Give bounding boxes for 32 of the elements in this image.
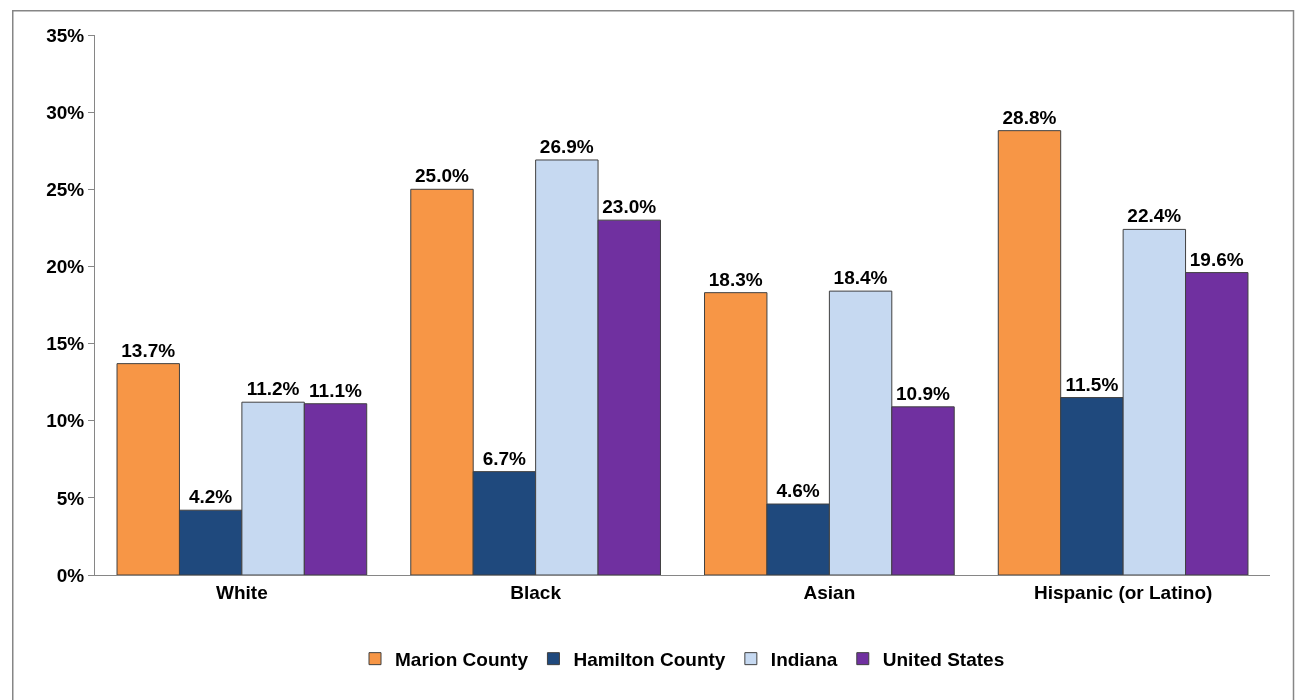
data-label: 22.4% <box>1127 205 1182 227</box>
y-tick-label: 5% <box>56 487 85 509</box>
data-label: 10.9% <box>896 382 950 404</box>
data-label: 4.2% <box>188 486 233 508</box>
legend-label: Marion County <box>395 649 529 671</box>
legend-label: United States <box>882 649 1005 671</box>
y-tick-label: 25% <box>46 178 85 200</box>
y-tick-label: 0% <box>56 564 85 586</box>
y-tick-label: 35% <box>46 24 85 46</box>
data-label: 11.2% <box>246 378 300 400</box>
y-tick-label: 20% <box>46 256 85 278</box>
y-tick-label: 15% <box>46 333 85 355</box>
data-label: 23.0% <box>602 196 657 218</box>
x-tick-label: Black <box>510 581 562 603</box>
data-label: 13.7% <box>121 339 176 361</box>
legend-label: Indiana <box>770 649 838 671</box>
data-label: 6.7% <box>482 447 527 469</box>
data-label: 25.0% <box>415 165 469 187</box>
x-tick-label: Hispanic (or Latino) <box>1033 581 1213 603</box>
data-label: 11.1% <box>309 379 362 401</box>
data-label: 4.6% <box>776 480 820 502</box>
x-tick-label: White <box>216 581 268 603</box>
y-tick-label: 10% <box>46 410 85 432</box>
data-label: 26.9% <box>539 135 594 157</box>
legend-label: Hamilton County <box>573 649 726 671</box>
x-tick-label: Asian <box>803 581 856 603</box>
data-label: 28.8% <box>1002 106 1057 128</box>
data-label: 18.4% <box>833 267 888 289</box>
data-label: 11.5% <box>1065 373 1119 395</box>
data-label: 18.3% <box>708 268 763 290</box>
y-tick-label: 30% <box>46 101 85 123</box>
data-label: 19.6% <box>1189 248 1244 270</box>
